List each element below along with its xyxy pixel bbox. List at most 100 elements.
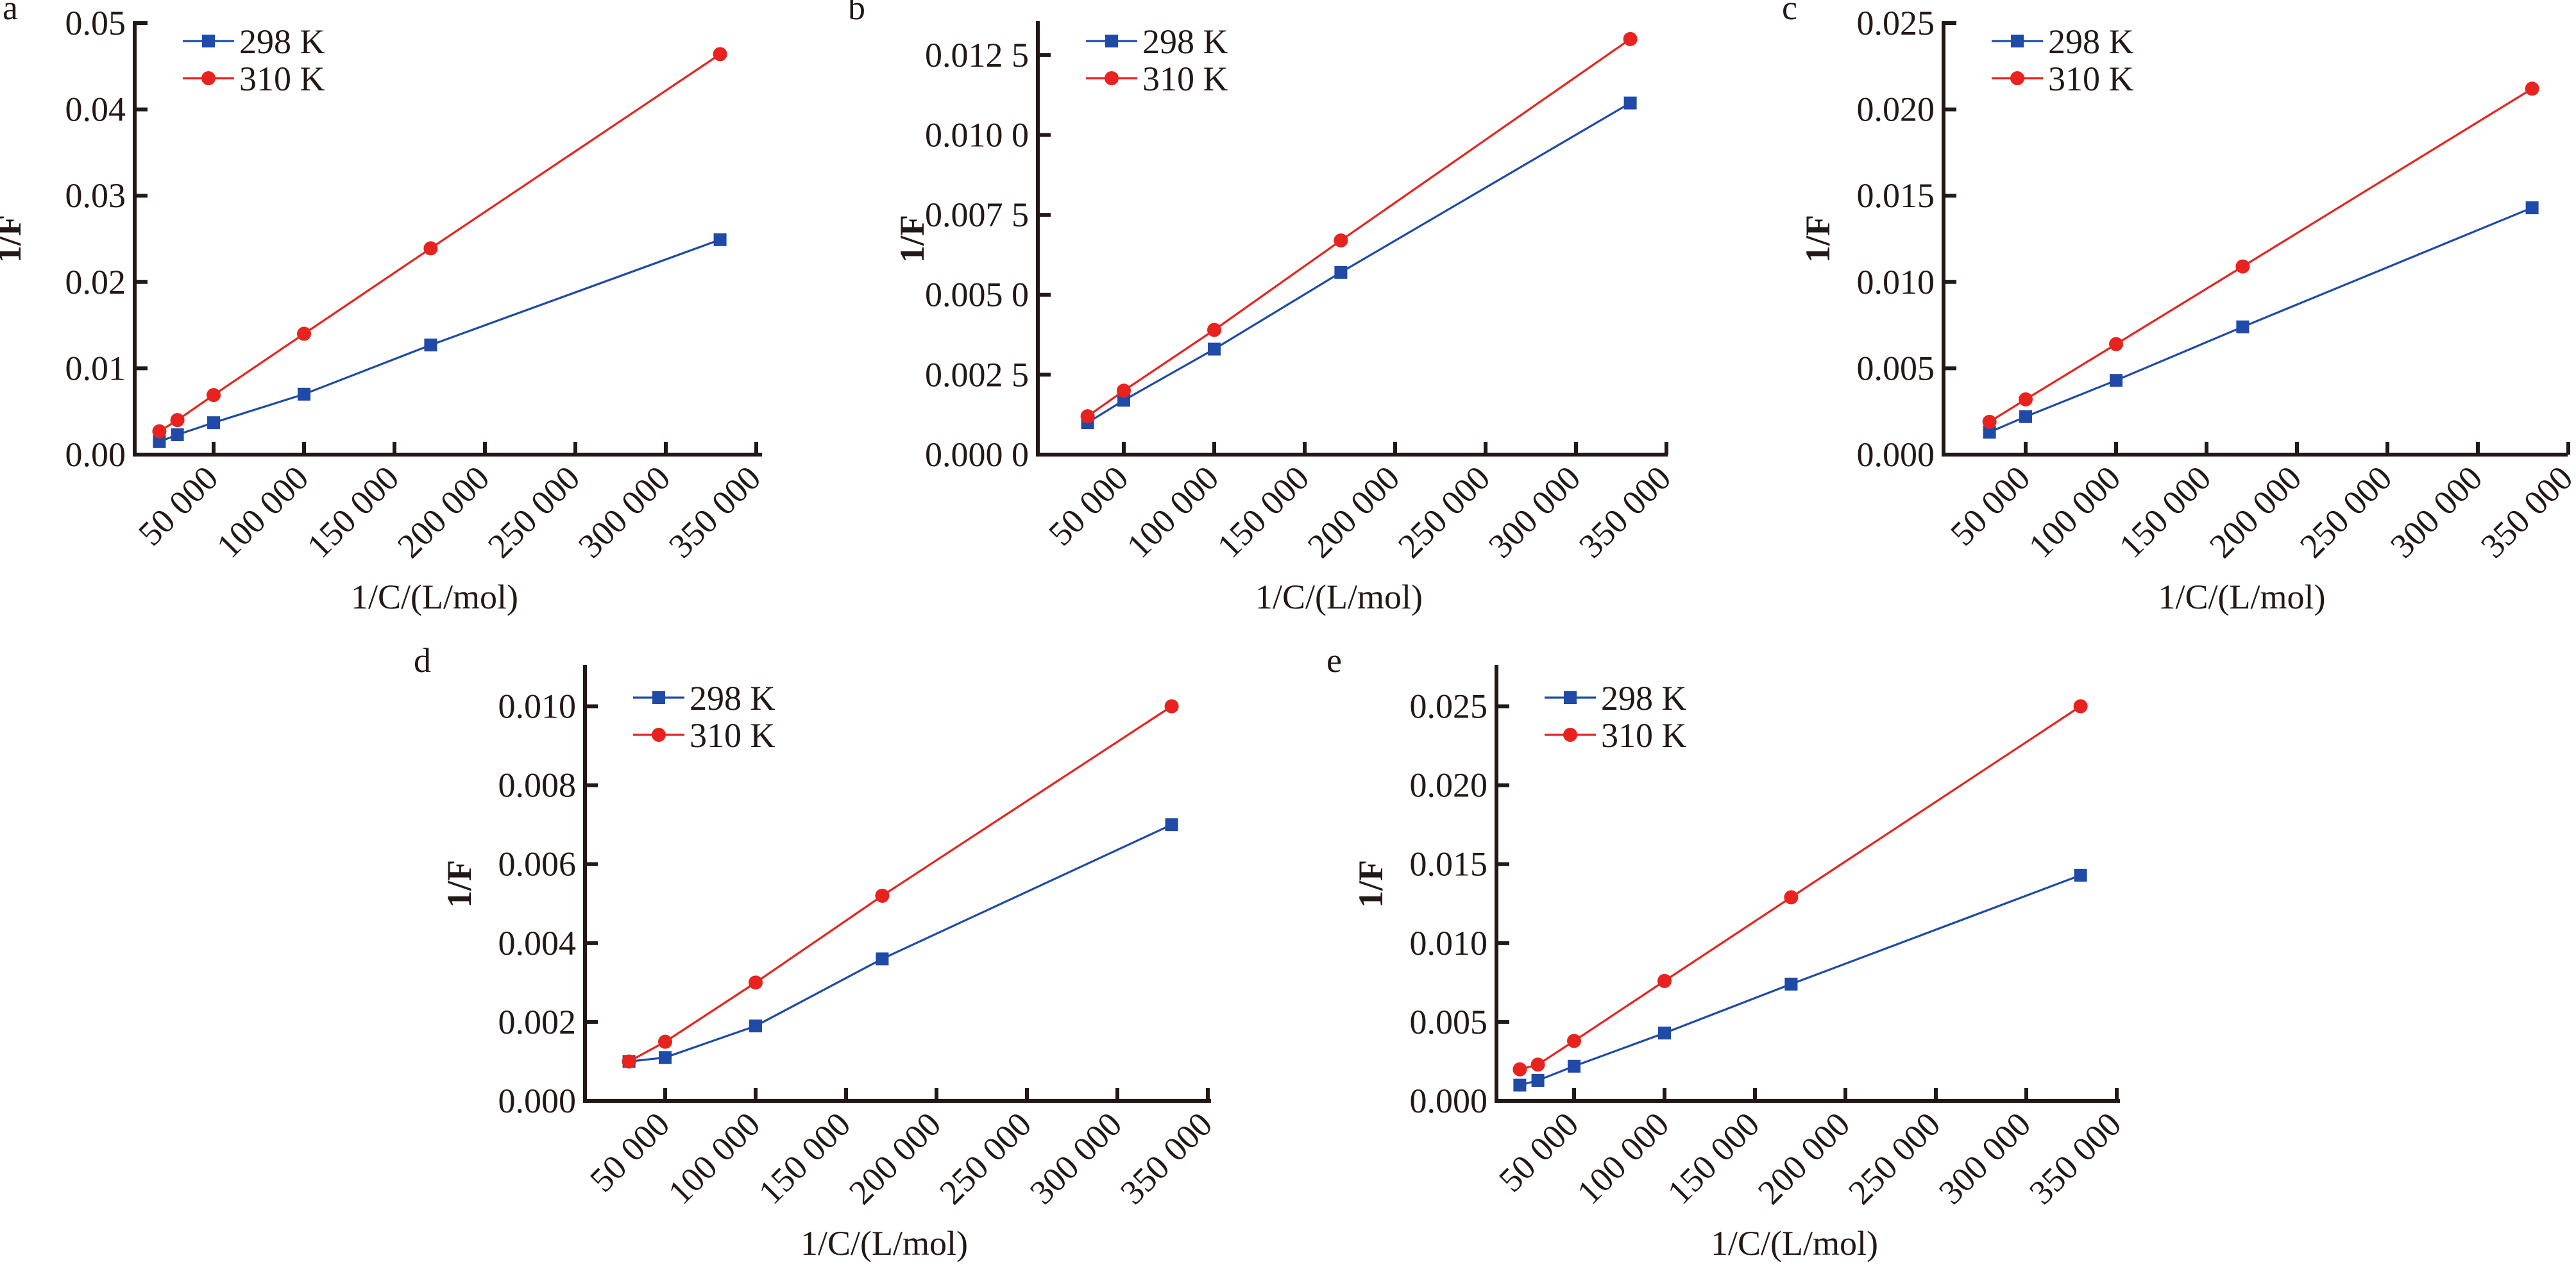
legend-marker-circle — [652, 728, 666, 742]
data-point — [2525, 81, 2539, 96]
y-tick-label: 0.025 — [1857, 4, 1935, 42]
series-line-298k — [1087, 102, 1631, 424]
data-point — [2019, 410, 2032, 423]
y-tick-label: 0.01 — [65, 349, 126, 387]
data-point — [1513, 1078, 1527, 1092]
data-point — [1567, 1034, 1581, 1048]
y-tick-label: 0.04 — [65, 90, 126, 129]
x-tick-label: 350 000 — [661, 458, 768, 566]
data-point — [153, 435, 166, 448]
data-point — [1784, 977, 1798, 991]
y-tick-label: 0.010 — [1410, 924, 1488, 962]
x-axis-title: 1/C/(L/mol) — [2158, 578, 2326, 616]
panel-label: a — [3, 0, 18, 27]
data-point — [659, 1051, 672, 1064]
legend-label: 310 K — [1142, 60, 1228, 98]
series-line-310k — [158, 53, 721, 433]
y-axis-title: 1/F — [1352, 860, 1390, 908]
y-tick-label: 0.002 — [498, 1003, 577, 1041]
series-line-298k — [629, 823, 1173, 1063]
data-point — [713, 47, 727, 62]
legend-label: 310 K — [239, 60, 325, 98]
legend-label: 298 K — [1142, 22, 1228, 61]
legend-label: 310 K — [690, 716, 775, 755]
data-point — [297, 326, 311, 341]
x-tick-label: 100 000 — [1119, 458, 1226, 566]
data-point — [622, 1054, 636, 1069]
y-axis-title: 1/F — [440, 860, 479, 908]
panel-label: c — [1782, 0, 1797, 27]
data-point — [1658, 1027, 1671, 1040]
y-tick-label: 0.03 — [65, 176, 126, 215]
x-axis-title: 1/C/(L/mol) — [351, 578, 518, 616]
data-point — [1568, 1059, 1580, 1073]
panel-label: e — [1326, 641, 1342, 680]
data-point — [171, 428, 184, 442]
x-tick-label: 250 000 — [480, 458, 588, 566]
data-point — [876, 952, 889, 966]
y-tick-label: 0.010 0 — [925, 115, 1029, 154]
x-tick-label: 300 000 — [1931, 1105, 2038, 1212]
x-tick-label: 250 000 — [2292, 458, 2400, 566]
x-tick-label: 350 000 — [2022, 1105, 2129, 1212]
x-tick-label: 200 000 — [390, 458, 497, 566]
y-tick-label: 0.000 — [1410, 1082, 1488, 1120]
legend-marker-square — [202, 35, 215, 47]
data-point — [749, 975, 763, 990]
data-point — [1513, 1062, 1527, 1077]
series-line-310k — [1519, 705, 2081, 1071]
y-tick-label: 0.007 5 — [925, 196, 1029, 234]
legend-marker-circle — [201, 71, 216, 85]
x-tick-label: 200 000 — [842, 1105, 949, 1212]
data-point — [2236, 320, 2250, 333]
x-tick-label: 350 000 — [2473, 458, 2576, 566]
y-tick-label: 0.012 5 — [925, 36, 1029, 74]
data-point — [1208, 342, 1221, 356]
data-point — [170, 413, 185, 428]
data-point — [1531, 1073, 1545, 1087]
y-tick-label: 0.00 — [65, 435, 126, 474]
x-tick-label: 300 000 — [2383, 458, 2490, 566]
data-point — [207, 388, 221, 403]
data-point — [1657, 973, 1672, 988]
y-tick-label: 0.025 — [1410, 687, 1488, 726]
legend-marker-square — [1105, 35, 1118, 47]
y-tick-label: 0.008 — [498, 766, 577, 805]
legend-label: 298 K — [690, 679, 775, 717]
data-point — [1982, 414, 1997, 429]
legend-label: 310 K — [2048, 60, 2134, 98]
data-point — [1983, 426, 1996, 439]
y-tick-label: 0.005 0 — [925, 276, 1029, 314]
x-tick-label: 150 000 — [1660, 1105, 1767, 1212]
y-tick-label: 0.000 — [498, 1082, 577, 1120]
data-point — [1623, 96, 1637, 110]
data-point — [207, 416, 220, 430]
legend-marker-circle — [1105, 71, 1119, 85]
x-tick-label: 100 000 — [1570, 1105, 1677, 1212]
series-line-298k — [1519, 874, 2081, 1086]
series-line-298k — [158, 239, 721, 443]
y-tick-label: 0.020 — [1410, 766, 1488, 805]
data-point — [1530, 1057, 1545, 1072]
chart-panel-b: b 0.000 0 0.002 5 0.005 0 0.007 5 0.010 0 0.01… — [848, 0, 1678, 616]
data-point — [658, 1034, 672, 1049]
y-tick-label: 0.010 — [498, 687, 577, 726]
series-line-310k — [628, 705, 1173, 1062]
x-axis-title: 1/C/(L/mol) — [1711, 1224, 1878, 1263]
legend-marker-circle — [1563, 728, 1577, 742]
y-axis-title: 1/F — [893, 215, 931, 263]
x-tick-label: 150 000 — [751, 1105, 858, 1212]
y-tick-label: 0.005 — [1410, 1003, 1488, 1041]
data-point — [1080, 409, 1095, 424]
x-tick-label: 250 000 — [1841, 1105, 1948, 1212]
data-point — [2074, 868, 2087, 882]
y-tick-label: 0.05 — [65, 4, 126, 42]
legend-marker-square — [2011, 35, 2024, 47]
